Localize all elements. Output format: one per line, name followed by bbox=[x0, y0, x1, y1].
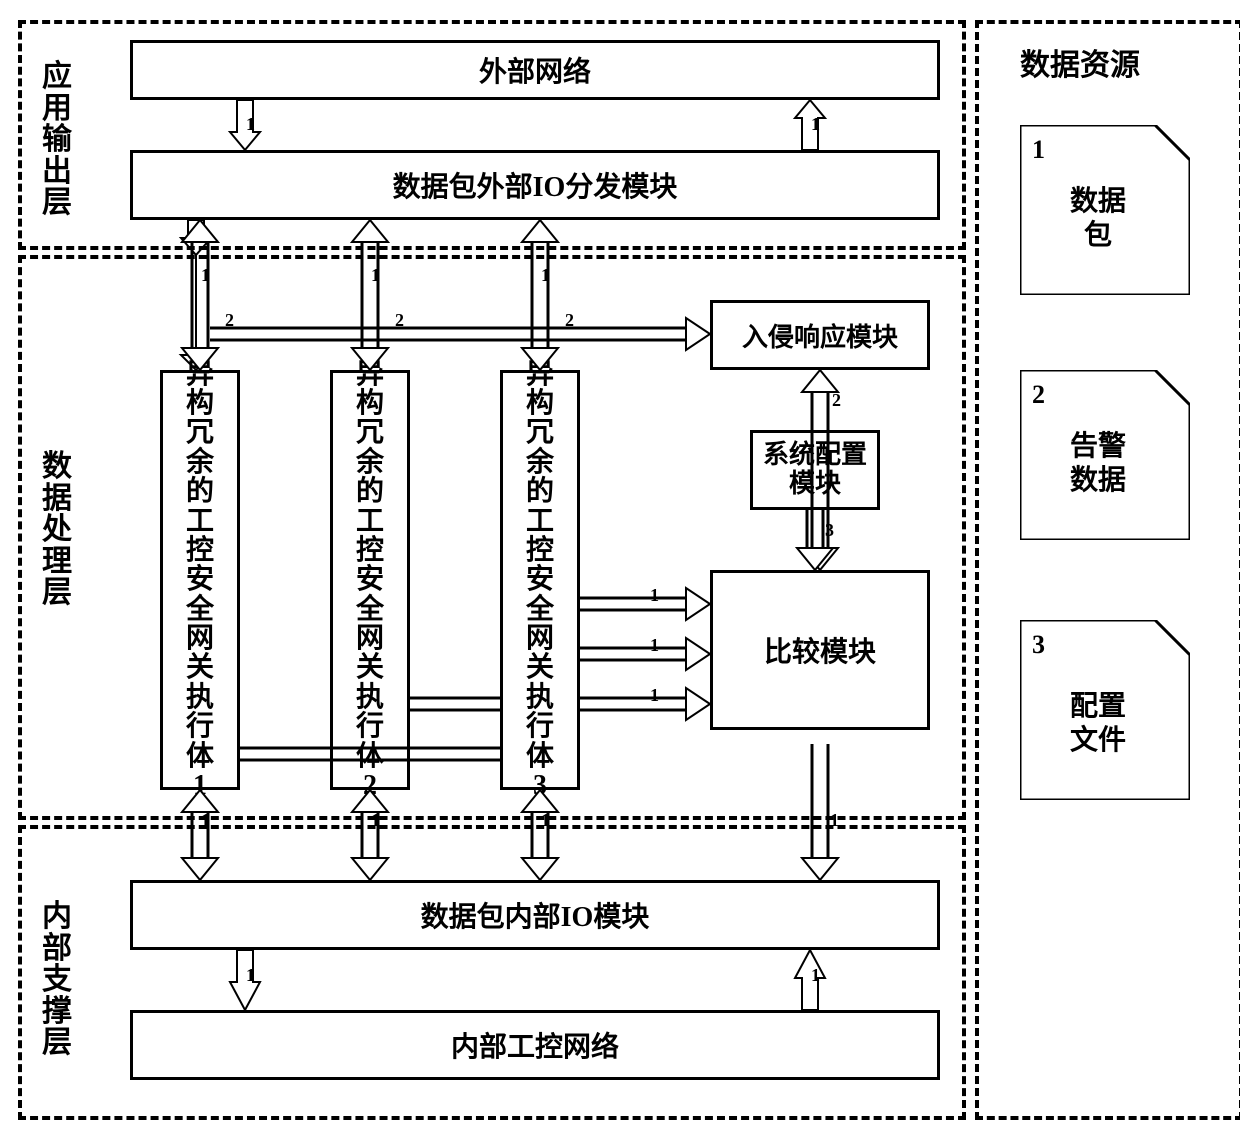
doc2-shape: 2 告警数据 bbox=[1020, 370, 1190, 540]
doc1-shape: 1 数据包 bbox=[1020, 125, 1190, 295]
badge-1i: 1 bbox=[201, 810, 210, 831]
int-net-box: 内部工控网络 bbox=[130, 1010, 940, 1080]
ext-net-label: 外部网络 bbox=[479, 50, 591, 90]
doc3-label: 配置文件 bbox=[1070, 690, 1126, 757]
int-io-box: 数据包内部IO模块 bbox=[130, 880, 940, 950]
exec3-label: 异构冗余的工控安全网关执行体3 bbox=[526, 360, 554, 801]
badge-2a: 2 bbox=[225, 310, 234, 331]
exec1-box: 异构冗余的工控安全网关执行体1 bbox=[160, 370, 240, 790]
int-io-label: 数据包内部IO模块 bbox=[421, 895, 650, 935]
layer-support-label: 内部支撑层 bbox=[32, 880, 82, 1080]
badge-1h: 1 bbox=[650, 685, 659, 706]
sysconf-label: 系统配置 bbox=[763, 441, 867, 470]
badge-3a: 3 bbox=[825, 520, 834, 541]
diagram-canvas: 应用输出层 数据处理层 内部支撑层 数据资源 外部网络 数据包外部IO分发模块 … bbox=[10, 10, 1240, 1133]
sysconf-box: 系统配置模块 bbox=[750, 430, 880, 510]
compare-box: 比较模块 bbox=[710, 570, 930, 730]
badge-1m: 1 bbox=[246, 965, 255, 986]
int-net-label: 内部工控网络 bbox=[451, 1025, 619, 1065]
exec2-label: 异构冗余的工控安全网关执行体2 bbox=[356, 360, 384, 801]
badge-1a: 1 bbox=[246, 114, 255, 135]
badge-1e: 1 bbox=[541, 265, 550, 286]
layer-app-label: 应用输出层 bbox=[32, 60, 82, 220]
intrusion-label: 入侵响应模块 bbox=[742, 317, 898, 354]
badge-2d: 2 bbox=[832, 390, 841, 411]
doc3-num: 3 bbox=[1032, 630, 1045, 660]
badge-1l: 1 bbox=[830, 810, 839, 831]
ext-io-box: 数据包外部IO分发模块 bbox=[130, 150, 940, 220]
badge-2b: 2 bbox=[395, 310, 404, 331]
exec2-box: 异构冗余的工控安全网关执行体2 bbox=[330, 370, 410, 790]
compare-label: 比较模块 bbox=[764, 630, 876, 670]
exec3-box: 异构冗余的工控安全网关执行体3 bbox=[500, 370, 580, 790]
doc2-num: 2 bbox=[1032, 380, 1045, 410]
doc1-label: 数据包 bbox=[1070, 185, 1126, 252]
doc3-shape: 3 配置文件 bbox=[1020, 620, 1190, 800]
intrusion-box: 入侵响应模块 bbox=[710, 300, 930, 370]
badge-2c: 2 bbox=[565, 310, 574, 331]
badge-1k: 1 bbox=[541, 810, 550, 831]
badge-1n: 1 bbox=[811, 965, 820, 986]
badge-1b: 1 bbox=[811, 114, 820, 135]
badge-1c: 1 bbox=[201, 265, 210, 286]
doc2-label: 告警数据 bbox=[1070, 430, 1126, 497]
badge-1j: 1 bbox=[371, 810, 380, 831]
badge-1g: 1 bbox=[650, 635, 659, 656]
exec1-label: 异构冗余的工控安全网关执行体1 bbox=[186, 360, 214, 801]
ext-net-box: 外部网络 bbox=[130, 40, 940, 100]
ext-io-label: 数据包外部IO分发模块 bbox=[393, 165, 678, 205]
doc1-num: 1 bbox=[1032, 135, 1045, 165]
badge-1f: 1 bbox=[650, 585, 659, 606]
resources-title: 数据资源 bbox=[1020, 40, 1140, 84]
badge-1d: 1 bbox=[371, 265, 380, 286]
layer-data-label: 数据处理层 bbox=[32, 430, 82, 630]
